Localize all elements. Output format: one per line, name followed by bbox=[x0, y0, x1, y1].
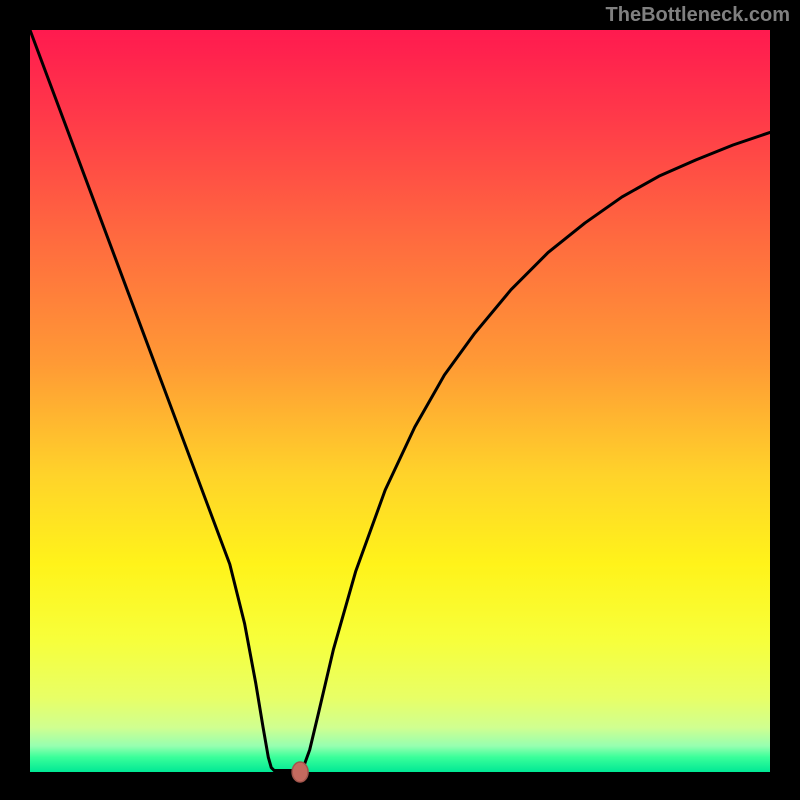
bottleneck-curve bbox=[30, 30, 770, 771]
watermark-text: TheBottleneck.com bbox=[606, 4, 790, 27]
plot-area bbox=[30, 30, 770, 772]
curve-layer bbox=[30, 30, 770, 772]
minimum-marker bbox=[292, 762, 308, 782]
